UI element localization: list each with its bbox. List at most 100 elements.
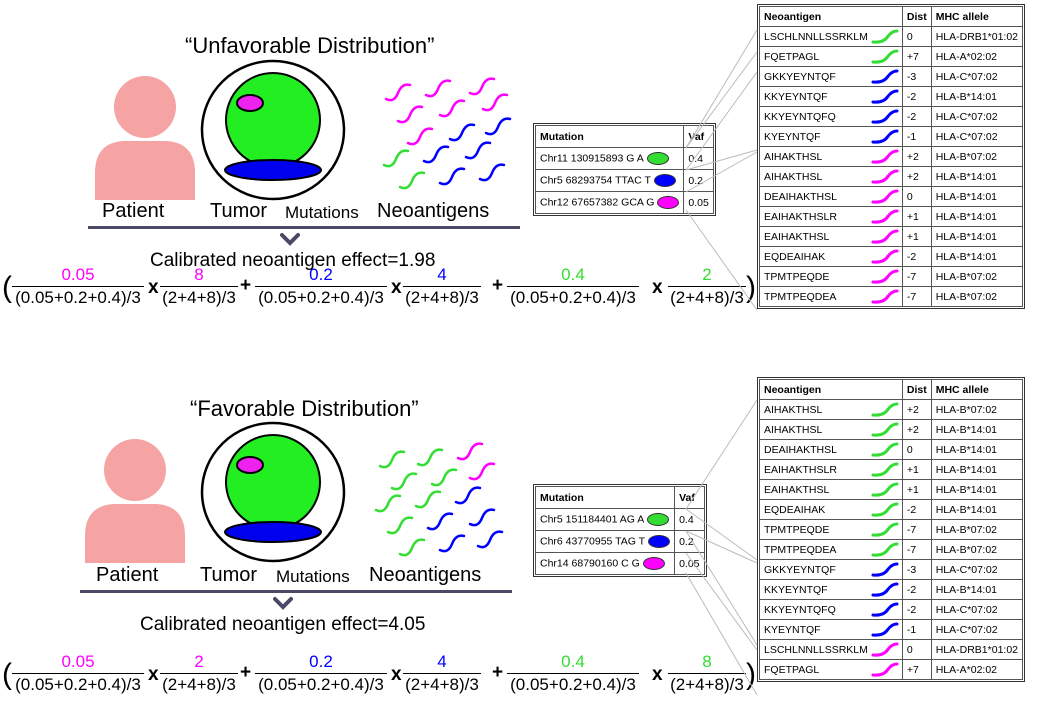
vaf-cell: 0.2 [674, 530, 705, 553]
magenta-neoantigen-swoosh-icon [871, 169, 899, 184]
neoantigen-sequence: KKYEYNTQF [764, 583, 828, 596]
mhc-allele-cell: HLA-B*14:01 [930, 439, 1024, 460]
neoantigen-sequence: AIHAKTHSL [764, 423, 823, 436]
column-header: Vaf [683, 125, 714, 148]
dist-cell: +7 [901, 46, 932, 67]
dist-cell: +7 [901, 659, 932, 680]
table-row: Chr11 130915893 G A 0.4 [534, 147, 714, 170]
tumor-label: Tumor [210, 200, 268, 222]
close-paren: ) [746, 658, 756, 691]
neoantigen-cell: KKYEYNTQF [759, 86, 903, 107]
dist-cell: 0 [901, 439, 932, 460]
vaf-denominator: (0.05+0.2+0.4)/3 [510, 288, 636, 307]
table-row: AIHAKTHSL +2 HLA-B*07:02 [759, 146, 1024, 167]
dist-cell: 0 [901, 26, 932, 47]
neoantigen-sequence: EAIHAKTHSLR [764, 210, 837, 223]
blue-neoantigen-swoosh-icon [871, 562, 899, 577]
table-row: EAIHAKTHSLR +1 HLA-B*14:01 [759, 459, 1024, 480]
mutation-cell: Chr12 67657382 GCA G [534, 191, 685, 214]
divider-line [80, 590, 512, 593]
table-header-row: Neoantigen Dist MHC allele [759, 379, 1024, 400]
vaf-fraction: 0.2 (0.05+0.2+0.4)/3 [255, 265, 387, 308]
mutation-text: Chr12 67657382 GCA G [540, 196, 655, 209]
blue-neoantigen-squiggle-icon [464, 141, 492, 160]
neoantigen-sequence: DEAIHAKTHSL [764, 443, 837, 456]
table-row: GKKYEYNTQF -3 HLA-C*07:02 [759, 66, 1024, 87]
vaf-fraction: 0.05 (0.05+0.2+0.4)/3 [12, 652, 144, 695]
table-row: TPMTPEQDEA -7 HLA-B*07:02 [759, 539, 1024, 560]
table-row: Chr12 67657382 GCA G 0.05 [534, 191, 714, 214]
patient-label: Patient [102, 200, 165, 222]
times-operator: x [652, 277, 663, 298]
neoantigen-sequence: EQDEAIHAK [764, 250, 826, 263]
tumor-icon [200, 421, 346, 563]
neoantigen-cell: LSCHLNNLLSSRKLM [759, 639, 903, 660]
vaf-denominator: (0.05+0.2+0.4)/3 [258, 288, 384, 307]
neoantigen-squiggles [374, 442, 504, 557]
neoantigen-sequence: TPMTPEQDEA [764, 543, 837, 556]
panel-title: “Favorable Distribution” [190, 396, 419, 421]
table-row: LSCHLNNLLSSRKLM 0 HLA-DRB1*01:02 [759, 639, 1024, 660]
green-neoantigen-squiggle-icon [390, 472, 418, 491]
mhc-allele-cell: HLA-B*14:01 [930, 579, 1024, 600]
dist-cell: -7 [901, 286, 932, 307]
mutation-text: Chr5 68293754 TTAC T [540, 174, 651, 187]
vaf-cell: 0.2 [683, 169, 714, 192]
table-row: EQDEAIHAK -2 HLA-B*14:01 [759, 499, 1024, 520]
neoantigen-cell: KKYEYNTQF [759, 579, 903, 600]
green-neoantigen-squiggle-icon [378, 450, 406, 469]
mhc-allele-cell: HLA-B*14:01 [930, 479, 1024, 500]
dist-cell: 0 [901, 639, 932, 660]
table-row: TPMTPEQDE -7 HLA-B*07:02 [759, 266, 1024, 287]
neoantigen-cell: TPMTPEQDEA [759, 539, 903, 560]
magenta-neoantigen-squiggle-icon [424, 79, 452, 98]
mhc-allele-cell: HLA-C*07:02 [930, 559, 1024, 580]
neoantigen-cell: EAIHAKTHSL [759, 479, 903, 500]
green-neoantigen-squiggle-icon [398, 538, 426, 557]
blue-mutation-marker-icon [653, 174, 676, 187]
magenta-neoantigen-squiggle-icon [396, 105, 424, 124]
mhc-allele-cell: HLA-B*07:02 [930, 399, 1024, 420]
blue-neoantigen-squiggle-icon [484, 117, 512, 136]
magenta-neoantigen-squiggle-icon [481, 93, 509, 112]
table-header-row: Neoantigen Dist MHC allele [759, 6, 1024, 27]
green-neoantigen-squiggle-icon [430, 468, 458, 487]
neoantigen-cell: AIHAKTHSL [759, 166, 903, 187]
magenta-neoantigen-squiggle-icon [468, 77, 496, 96]
magenta-neoantigen-squiggle-icon [456, 442, 484, 461]
neoantigen-sequence: GKKYEYNTQF [764, 70, 836, 83]
column-header: Neoantigen [759, 379, 903, 400]
dist-cell: -2 [901, 246, 932, 267]
neoantigen-cell: AIHAKTHSL [759, 146, 903, 167]
vaf-numerator: 0.4 [507, 265, 639, 287]
green-neoantigen-swoosh-icon [871, 482, 899, 497]
mutation-text: Chr6 43770955 TAG T [540, 535, 646, 548]
neoantigen-sequence: DEAIHAKTHSL [764, 190, 837, 203]
mutation-cell: Chr5 68293754 TTAC T [534, 169, 685, 192]
magenta-neoantigen-squiggle-icon [406, 127, 434, 146]
blue-neoantigen-swoosh-icon [871, 89, 899, 104]
count-denominator: (2+4+8)/3 [162, 288, 236, 307]
vaf-numerator: 0.2 [255, 265, 387, 287]
neoantigen-sequence: EQDEAIHAK [764, 503, 826, 516]
mhc-allele-cell: HLA-B*14:01 [930, 226, 1024, 247]
green-neoantigen-squiggle-icon [398, 171, 426, 190]
table-row: Chr5 68293754 TTAC T 0.2 [534, 169, 714, 192]
green-neoantigen-swoosh-icon [871, 402, 899, 417]
magenta-neoantigen-squiggle-icon [468, 462, 496, 481]
mutation-cell: Chr5 151184401 AG A [534, 508, 676, 531]
count-numerator: 4 [403, 652, 481, 674]
green-neoantigen-swoosh-icon [871, 422, 899, 437]
green-neoantigen-swoosh-icon [871, 442, 899, 457]
green-neoantigen-swoosh-icon [871, 29, 899, 44]
neoantigen-sequence: TPMTPEQDEA [764, 290, 837, 303]
mhc-allele-cell: HLA-B*14:01 [930, 419, 1024, 440]
blue-neoantigen-swoosh-icon [871, 69, 899, 84]
count-fraction: 2 (2+4+8)/3 [668, 265, 746, 308]
neoantigen-sequence: EAIHAKTHSL [764, 230, 830, 243]
dist-cell: -3 [901, 66, 932, 87]
dist-cell: +1 [901, 206, 932, 227]
magenta-neoantigen-swoosh-icon [871, 249, 899, 264]
vaf-fraction: 0.05 (0.05+0.2+0.4)/3 [12, 265, 144, 308]
mhc-allele-cell: HLA-B*14:01 [930, 246, 1024, 267]
